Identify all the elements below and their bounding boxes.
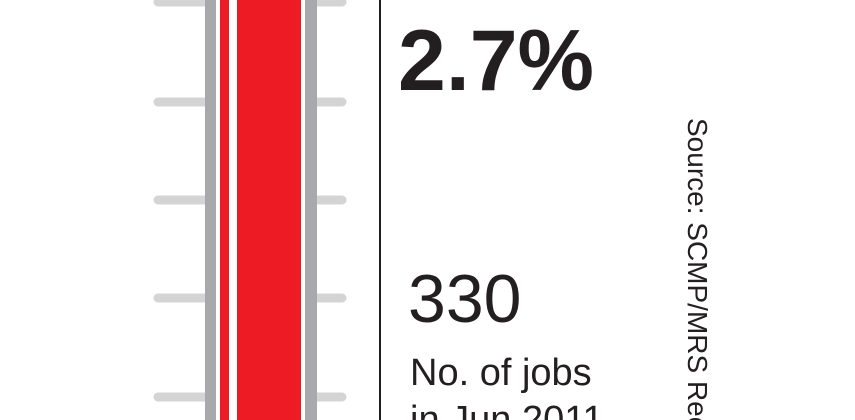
jobs-label: in Jun 2011: [410, 399, 604, 420]
mercury-thin: [220, 0, 229, 420]
thermometer-tube: [205, 0, 317, 420]
source-note: Source: SCMP/MRS Rec: [682, 118, 713, 420]
mercury: [237, 0, 301, 420]
jobs-value: 330: [408, 261, 521, 337]
headline-value: 2.7%: [398, 13, 594, 109]
jobs-label: No. of jobs: [410, 352, 592, 394]
